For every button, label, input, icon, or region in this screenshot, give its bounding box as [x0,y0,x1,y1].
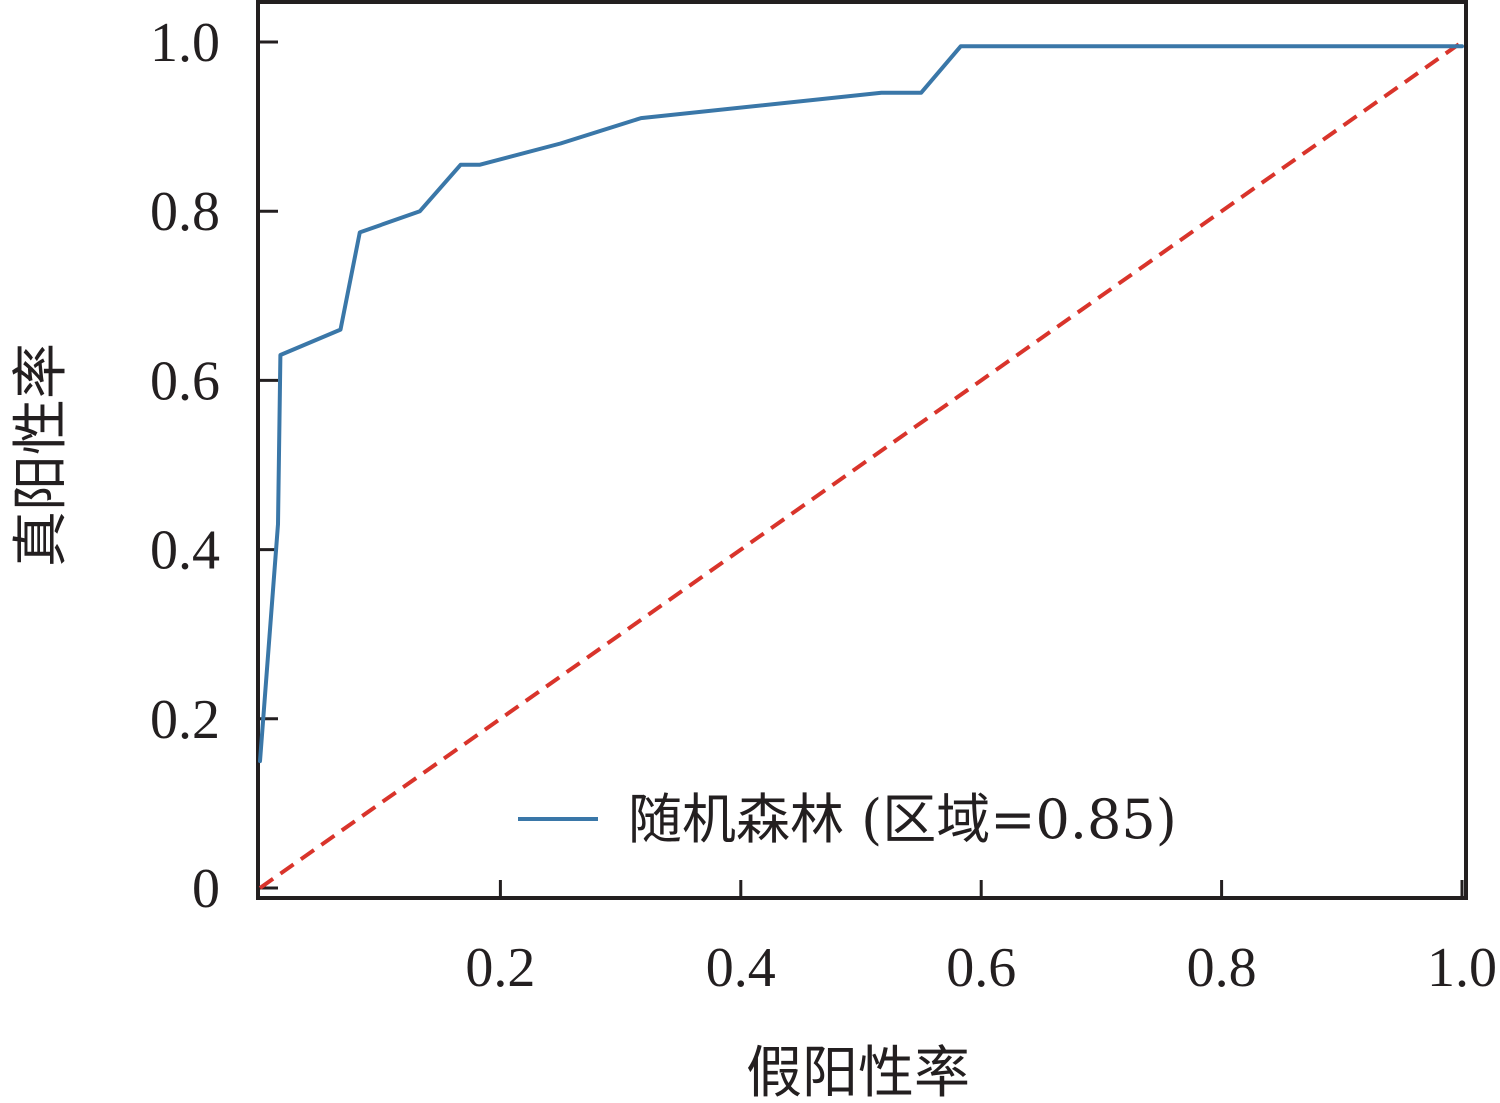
reference-diagonal-line [258,40,1464,890]
y-tick-label: 0.6 [150,350,220,412]
y-tick-label: 0 [192,858,220,920]
x-tick-label: 1.0 [1427,937,1497,999]
roc-curve-random-forest [258,44,1464,764]
x-tick-label: 0.2 [465,937,535,999]
y-tick-label: 0.8 [150,181,220,243]
legend-label-random-forest: 随机森林 (区域=0.85) [628,788,1177,851]
y-tick-label: 0.4 [150,520,220,582]
y-tick-label: 1.0 [150,12,220,74]
y-axis: 0 0.2 0.4 0.6 0.8 1.0 [150,12,278,920]
x-axis: 0.2 0.4 0.6 0.8 1.0 [465,880,1497,999]
plot-frame [256,0,1468,900]
y-tick-label: 0.2 [150,689,220,751]
x-tick-label: 0.6 [946,937,1016,999]
series-layer [258,40,1464,890]
legend: 随机森林 (区域=0.85) [518,788,1177,851]
x-tick-label: 0.4 [706,937,776,999]
x-tick-label: 0.8 [1187,937,1257,999]
x-axis-label: 假阳性率 [746,1041,970,1103]
y-axis-label: 真阳性率 [9,343,74,567]
